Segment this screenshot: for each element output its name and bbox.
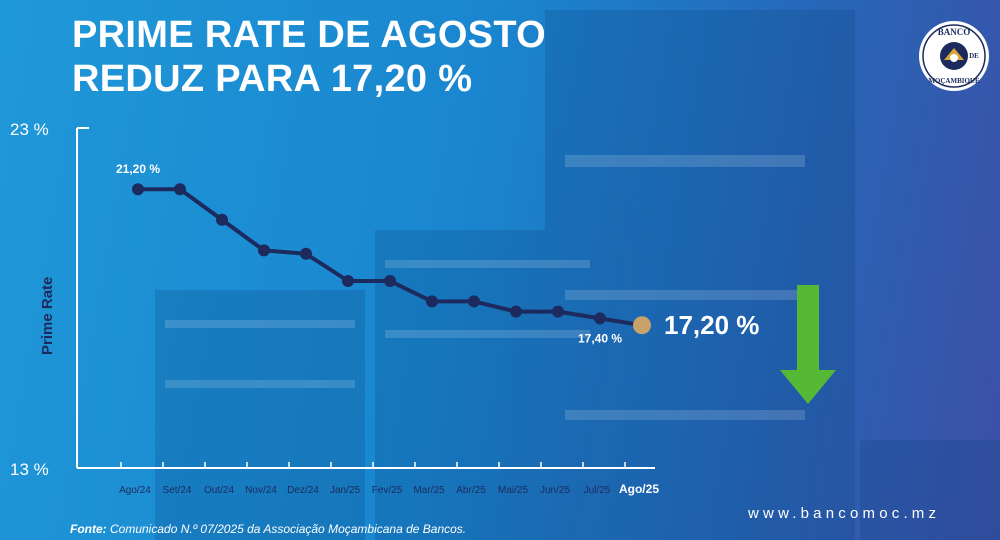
website-link[interactable]: www.bancomoc.mz <box>748 505 941 522</box>
data-point <box>216 213 228 226</box>
x-tick-label: Set/24 <box>163 485 192 496</box>
data-point <box>510 305 522 318</box>
y-tick-label-bottom: 13 % <box>10 460 49 479</box>
x-tick-label: Mai/25 <box>498 485 528 496</box>
x-tick-label: Dez/24 <box>287 485 319 496</box>
source-label: Fonte: <box>70 522 107 536</box>
data-point <box>132 183 144 196</box>
data-point <box>258 244 270 257</box>
source-note: Fonte: Comunicado N.º 07/2025 da Associa… <box>70 522 466 536</box>
x-tick-label: Jun/25 <box>540 485 570 496</box>
data-point <box>426 295 438 308</box>
logo-text-bottom: MOÇAMBIQUE <box>928 77 980 85</box>
y-tick-label-top: 23 % <box>10 120 49 139</box>
data-label-first: 21,20 % <box>116 162 160 176</box>
page-title-line-2: REDUZ PARA 17,20 % <box>72 58 473 100</box>
highlight-value-label: 17,20 % <box>664 310 759 340</box>
logo-text-top: BANCO <box>938 27 971 37</box>
logo-text-mid: DE <box>969 52 979 60</box>
x-tick-label: Fev/25 <box>372 485 403 496</box>
data-points <box>132 183 651 335</box>
highlight-point <box>633 316 651 335</box>
y-axis-label: Prime Rate <box>39 277 56 355</box>
source-text: Comunicado N.º 07/2025 da Associação Moç… <box>110 522 467 536</box>
x-tick-label: Ago/24 <box>119 485 151 496</box>
x-axis-labels: Ago/24 Set/24 Out/24 Nov/24 Dez/24 Jan/25 Fev/… <box>119 482 659 496</box>
page-title-line-1: PRIME RATE DE AGOSTO <box>72 14 547 56</box>
data-point <box>468 295 480 308</box>
data-point <box>552 305 564 318</box>
x-tick-label: Abr/25 <box>456 485 486 496</box>
x-tick-label: Mar/25 <box>413 485 445 496</box>
x-tick-label: Jul/25 <box>584 485 611 496</box>
data-point <box>342 275 354 287</box>
data-point <box>300 247 312 260</box>
x-tick-label: Ago/25 <box>619 482 659 496</box>
data-label-jul25: 17,40 % <box>578 331 622 345</box>
x-tick-label: Out/24 <box>204 485 234 496</box>
data-point <box>384 275 396 287</box>
x-tick-label: Nov/24 <box>245 485 277 496</box>
prime-rate-series-line <box>138 187 643 328</box>
down-arrow-icon <box>780 285 836 404</box>
data-point <box>174 183 186 196</box>
banco-de-mocambique-logo: BANCO DE MOÇAMBIQUE <box>919 21 989 91</box>
x-tick-label: Jan/25 <box>330 485 360 496</box>
x-axis-ticks <box>120 462 626 468</box>
data-point <box>594 312 606 325</box>
